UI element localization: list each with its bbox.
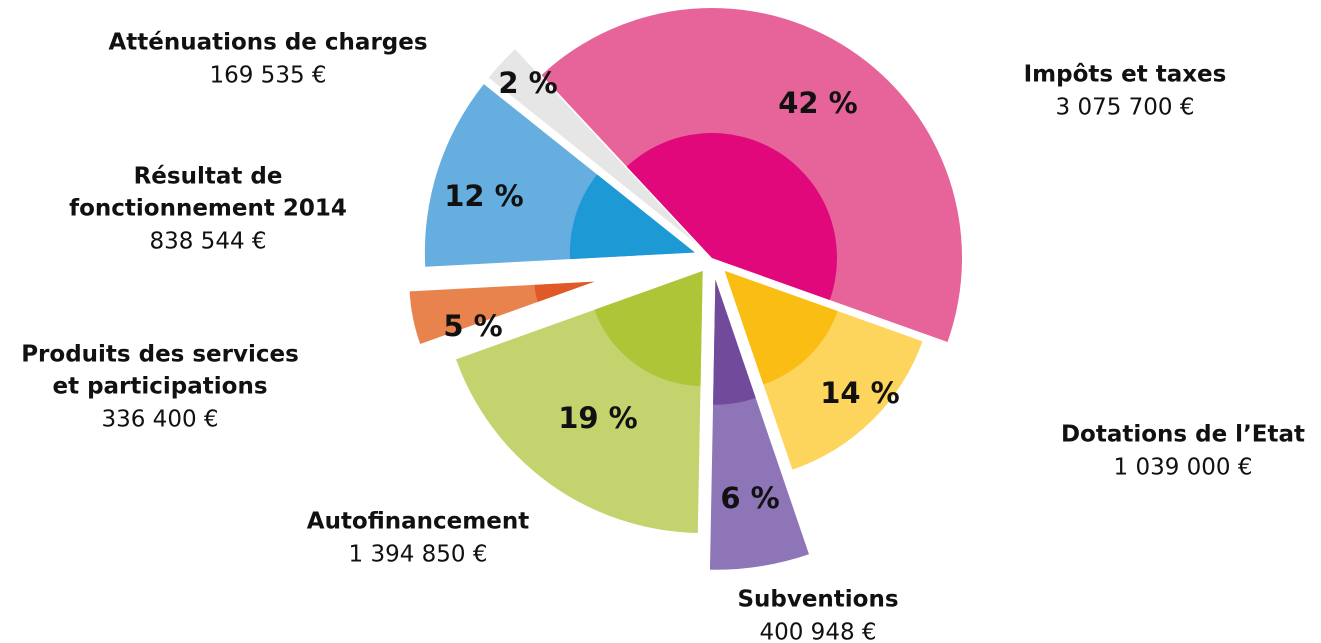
- slice-percent: 12 %: [444, 179, 524, 213]
- slice-amount: 1 394 850 €: [349, 542, 488, 568]
- slice-name: Autofinancement: [307, 509, 529, 535]
- slice-amount: 169 535 €: [209, 63, 326, 89]
- slice-inner: [724, 270, 838, 385]
- slice-name: Résultat de: [134, 164, 283, 190]
- slice-inner: [534, 281, 595, 302]
- slice-percent: 6 %: [720, 481, 779, 515]
- slice-inner: [594, 270, 703, 386]
- slice-inner: [713, 279, 756, 405]
- slice-inner: [598, 151, 696, 244]
- slice-name: Produits des services: [21, 342, 299, 368]
- slice-percent: 42 %: [778, 86, 858, 120]
- slice-name: Dotations de l’Etat: [1061, 422, 1305, 448]
- slice-name: Subventions: [737, 587, 898, 613]
- slice-percent: 2 %: [498, 66, 557, 100]
- slice-name: Impôts et taxes: [1024, 62, 1227, 88]
- slice-name: Atténuations de charges: [108, 30, 427, 56]
- slice-percent: 19 %: [558, 401, 638, 435]
- slice-inner: [569, 174, 695, 260]
- slice-percent: 5 %: [443, 309, 502, 343]
- slice-amount: 1 039 000 €: [1114, 455, 1253, 481]
- slice-name: fonctionnement 2014: [69, 196, 347, 222]
- slice-name: et participations: [52, 374, 267, 400]
- slice-inner: [626, 132, 838, 300]
- slice-amount: 400 948 €: [759, 620, 876, 643]
- slice-percent: 14 %: [820, 376, 900, 410]
- slice-amount: 336 400 €: [101, 407, 218, 433]
- slice-amount: 3 075 700 €: [1056, 95, 1195, 121]
- slice-amount: 838 544 €: [149, 229, 266, 255]
